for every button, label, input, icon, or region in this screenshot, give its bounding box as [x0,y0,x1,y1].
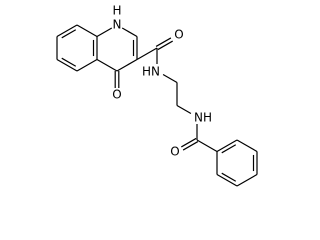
atom-label-nh: NH [194,111,212,125]
bond [157,40,173,51]
bond [216,139,238,153]
bond [56,24,78,38]
atom-label-nh: HN [142,65,160,79]
bond [96,27,113,38]
bond [116,58,138,72]
bond [162,73,178,84]
bond [221,144,237,154]
bond [61,57,77,67]
atom-label-o: O [170,145,179,159]
bond [181,137,197,148]
bonds [56,24,258,187]
atom-label-n: N [113,18,122,32]
molecule-diagram: HN O O HN NH O [56,4,258,187]
atom-label-o: O [112,88,121,102]
bond [236,173,258,187]
bond [155,37,172,47]
bond [221,172,237,182]
bond [182,141,199,151]
bond [216,173,238,187]
bond [121,27,138,38]
bond [56,58,78,72]
atom-label-o: O [174,28,183,42]
atom-label-h: H [112,4,121,18]
bond [76,58,98,72]
bond [76,24,98,38]
bond [136,47,158,61]
bond [236,139,258,153]
bond [61,29,77,39]
atom-labels: HN O O HN NH O [112,4,212,159]
bond [96,58,118,72]
bond [196,139,218,153]
bond [176,104,192,115]
